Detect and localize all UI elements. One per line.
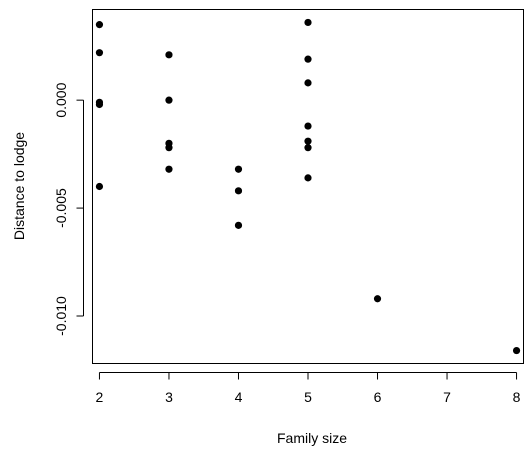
y-axis-title: Distance to lodge: [11, 132, 27, 240]
data-point: [95, 182, 104, 191]
x-tick-label: 3: [165, 389, 173, 405]
data-point: [95, 49, 104, 57]
data-points: [95, 18, 521, 355]
x-tick-label: 6: [374, 389, 382, 405]
plot-frame: [92, 9, 524, 364]
x-axis: 2 3 4 5 6 7 8: [96, 372, 521, 405]
data-point: [234, 165, 243, 173]
data-point: [165, 96, 173, 104]
data-point: [304, 122, 312, 130]
y-tick-label: -0.010: [53, 296, 69, 336]
y-tick-label: 0.000: [53, 82, 69, 117]
x-tick-label: 5: [304, 389, 312, 405]
data-point: [304, 174, 312, 182]
data-point: [304, 18, 312, 27]
data-point: [165, 51, 173, 59]
data-point: [304, 137, 312, 145]
data-point: [304, 55, 312, 63]
data-point: [304, 144, 312, 152]
data-point: [95, 21, 104, 29]
data-point: [234, 221, 243, 229]
y-axis: 0.000 -0.005 -0.010: [53, 82, 84, 336]
data-point: [165, 165, 173, 173]
x-tick-label: 7: [443, 389, 451, 405]
x-tick-label: 8: [513, 389, 521, 405]
data-point: [234, 187, 243, 195]
data-point: [512, 346, 521, 355]
data-point: [165, 144, 173, 152]
data-point: [373, 295, 382, 303]
x-axis-title: Family size: [277, 430, 347, 446]
x-tick-label: 2: [96, 389, 104, 405]
y-tick-label: -0.005: [53, 188, 69, 228]
data-point: [304, 79, 312, 87]
data-point: [95, 100, 104, 109]
x-tick-label: 4: [235, 389, 243, 405]
